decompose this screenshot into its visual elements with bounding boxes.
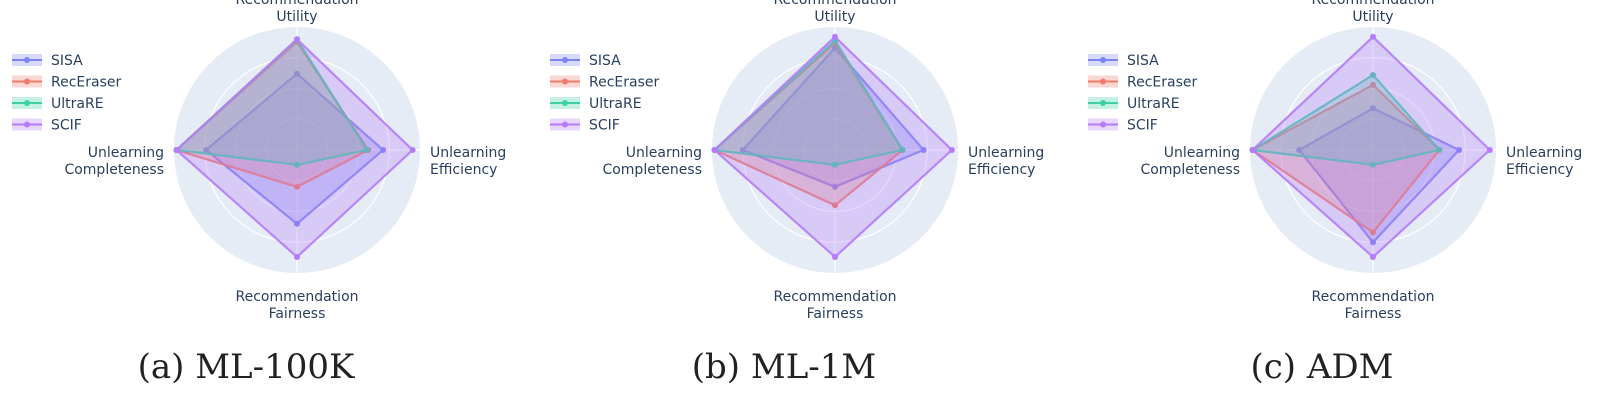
legend-marker [562,121,568,128]
axis-label: Recommendation Utility [1311,0,1434,25]
data-point [203,147,209,153]
legend-label: RecEraser [1127,75,1197,91]
axis-label: Unlearning Completeness [64,145,164,178]
axis-label: Recommendation Utility [773,0,896,25]
series-sisa [1296,105,1463,246]
data-point [899,147,906,153]
radar-chart-panel: Recommendation Utility Unlearning Efficienc… [1088,0,1582,387]
data-point [1486,147,1493,153]
legend-item: SCIF [550,118,620,134]
legend-marker [1100,78,1106,85]
legend-item: SCIF [12,118,82,134]
data-point [711,147,718,153]
axis-label: Unlearning Completeness [1140,145,1240,178]
legend-label: SCIF [589,118,620,134]
legend-item: SCIF [1088,118,1158,134]
data-point [294,161,300,168]
legend-item: RecEraser [1088,75,1197,91]
legend-item: UltraRE [550,96,642,112]
radar-chart-panel: Recommendation Utility Unlearning Efficienc… [550,0,1044,387]
legend-item: SISA [550,53,621,69]
legend-label: SISA [1127,53,1159,69]
axis-label: Recommendation Fairness [235,289,358,322]
legend-marker [562,78,568,85]
legend-marker [24,100,30,106]
data-point [1370,254,1376,260]
legend-item: RecEraser [12,75,121,91]
legend-item: RecEraser [550,75,659,91]
data-point [1370,239,1376,246]
legend-label: RecEraser [589,75,659,91]
data-point [1456,147,1463,153]
data-point [409,147,416,153]
data-point [1436,147,1443,153]
data-point [294,70,300,77]
data-point [294,220,300,227]
data-point [1296,147,1303,153]
axis-label: Recommendation Fairness [1311,289,1434,322]
radar-chart-panel: Recommendation Utility Unlearning Efficienc… [12,0,506,387]
subfigure-caption: (c) ADM [1250,347,1393,387]
legend-marker [24,57,30,63]
legend-item: SISA [12,53,83,69]
data-point [380,147,387,153]
legend-marker [1100,121,1106,128]
axis-label: Unlearning Completeness [602,145,702,178]
subfigure-caption: (a) ML-100K [138,347,355,387]
legend-label: RecEraser [51,75,121,91]
legend-item: SISA [1088,53,1159,69]
data-point [364,147,371,153]
data-point [294,254,300,260]
data-point [294,183,300,190]
legend-marker [1100,100,1106,106]
data-point [832,183,838,190]
data-point [832,161,838,168]
data-point [1370,33,1376,40]
legend-marker [1100,57,1106,63]
series-ultrare [1249,72,1443,168]
legend-item: UltraRE [1088,96,1180,112]
data-point [1370,229,1376,236]
axis-label: Unlearning Efficiency [968,145,1044,178]
series-sisa [203,70,387,227]
data-point [920,147,927,153]
series-scif [1249,33,1493,260]
legend-label: UltraRE [51,96,104,112]
legend-marker [562,57,568,63]
series-scif [711,33,955,260]
legend-label: UltraRE [589,96,642,112]
axis-label: Unlearning Efficiency [430,145,506,178]
legend-item: UltraRE [12,96,104,112]
data-point [1370,81,1376,88]
data-point [1370,161,1376,168]
series-scif [173,36,416,260]
legend-label: UltraRE [1127,96,1180,112]
data-point [294,36,300,43]
data-point [1370,105,1376,112]
data-point [739,147,746,153]
data-point [832,202,838,209]
legend-label: SCIF [51,118,82,134]
axis-label: Recommendation Utility [235,0,358,25]
data-point [832,254,838,260]
legend-marker [562,100,568,106]
data-point [1370,72,1376,78]
series-sisa [739,44,927,190]
axis-label: Recommendation Fairness [773,289,896,322]
legend-label: SISA [51,53,83,69]
data-point [948,147,955,153]
axis-label: Unlearning Efficiency [1506,145,1582,178]
data-point [173,147,180,153]
legend-marker [24,121,30,128]
subfigure-caption: (b) ML-1M [692,347,876,387]
data-point [1249,147,1256,153]
legend-label: SISA [589,53,621,69]
legend-marker [24,78,30,85]
data-point [832,33,838,40]
legend-label: SCIF [1127,118,1158,134]
